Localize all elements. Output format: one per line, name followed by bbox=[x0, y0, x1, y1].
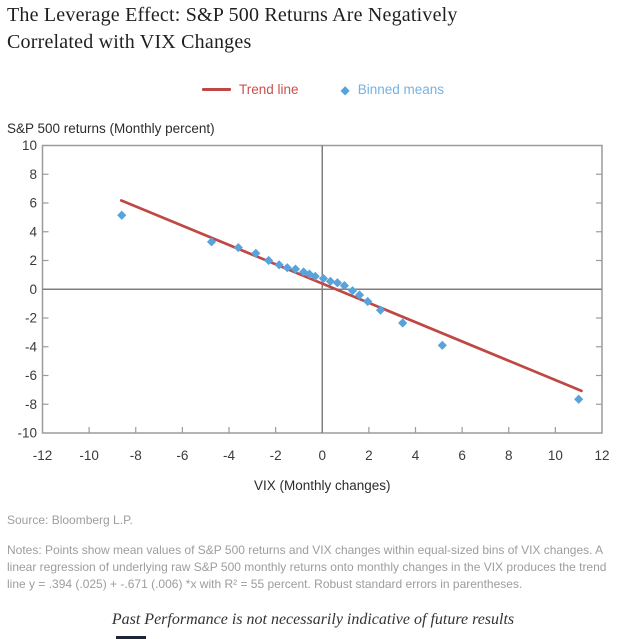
legend: Trend line ◆ Binned means bbox=[44, 82, 602, 97]
data-point bbox=[339, 281, 349, 291]
y-tick-label: -6 bbox=[25, 368, 37, 383]
data-point bbox=[233, 242, 243, 253]
x-tick-label: 2 bbox=[365, 448, 373, 463]
x-tick-label: 6 bbox=[458, 448, 466, 463]
x-tick-label: 0 bbox=[318, 448, 326, 463]
data-point bbox=[437, 340, 447, 350]
data-point bbox=[347, 286, 358, 296]
trend-line bbox=[119, 199, 583, 393]
x-tick-label: -8 bbox=[130, 448, 142, 463]
data-point bbox=[117, 210, 127, 220]
data-point bbox=[264, 255, 274, 266]
legend-label-binned: Binned means bbox=[357, 82, 445, 97]
y-axis-title: S&P 500 returns (Monthly percent) bbox=[7, 121, 215, 136]
y-tick-label: 8 bbox=[29, 167, 37, 182]
x-tick-label: 8 bbox=[505, 448, 513, 463]
figure-title: The Leverage Effect: S&P 500 Returns Are… bbox=[7, 4, 458, 53]
data-point bbox=[299, 267, 309, 277]
y-tick-label: 10 bbox=[22, 140, 37, 153]
x-tick-label: 4 bbox=[412, 448, 420, 463]
y-tick-label: -10 bbox=[17, 426, 37, 441]
data-point bbox=[290, 264, 301, 274]
x-tick-label: 10 bbox=[548, 448, 563, 463]
y-tick-label: 4 bbox=[29, 224, 37, 239]
x-tick-label: -10 bbox=[79, 448, 99, 463]
data-point bbox=[304, 269, 315, 279]
notes-text: Notes: Points show mean values of S&P 50… bbox=[7, 543, 607, 591]
y-tick-label: 2 bbox=[29, 253, 37, 268]
data-point bbox=[398, 318, 408, 328]
data-point bbox=[325, 276, 336, 286]
legend-item-binned-means: ◆ Binned means bbox=[340, 82, 444, 97]
data-point bbox=[282, 263, 292, 273]
legend-item-trend-line: Trend line bbox=[201, 82, 299, 97]
x-tick-label: -2 bbox=[270, 448, 282, 463]
x-tick-label: 12 bbox=[594, 448, 609, 463]
scatter-plot: -12 -10 -8 -6 -4 -2 0 2 4 6 8 10 12 -10 -8 -6 -4 -2 0 2 4 6 8 1… bbox=[17, 140, 609, 493]
source-note: Source: Bloomberg L.P. bbox=[7, 513, 133, 527]
y-tick-label: -4 bbox=[25, 339, 37, 354]
y-tick-label: -8 bbox=[25, 397, 37, 412]
y-tick-label: 6 bbox=[29, 196, 37, 211]
x-tick-label: -6 bbox=[176, 448, 188, 463]
bottom-divider bbox=[116, 636, 146, 639]
data-point bbox=[363, 296, 373, 307]
data-point bbox=[206, 237, 217, 247]
disclaimer-text: Past Performance is not necessarily indi… bbox=[111, 611, 515, 628]
data-point bbox=[375, 305, 386, 315]
diamond-marker-icon: ◆ bbox=[340, 82, 350, 97]
x-tick-label: -4 bbox=[223, 448, 235, 463]
data-point bbox=[574, 394, 584, 404]
data-point bbox=[332, 278, 343, 288]
x-axis-title: VIX (Monthly changes) bbox=[254, 478, 391, 493]
data-point bbox=[274, 260, 284, 270]
legend-label-trend: Trend line bbox=[238, 82, 299, 97]
trend-line-swatch-icon bbox=[201, 88, 231, 91]
data-point bbox=[310, 271, 320, 281]
data-point bbox=[318, 273, 329, 284]
x-tick-label: -12 bbox=[33, 448, 53, 463]
data-point bbox=[251, 248, 261, 258]
y-tick-label: 0 bbox=[29, 282, 37, 297]
y-tick-label: -2 bbox=[25, 311, 37, 326]
data-point bbox=[354, 290, 365, 300]
